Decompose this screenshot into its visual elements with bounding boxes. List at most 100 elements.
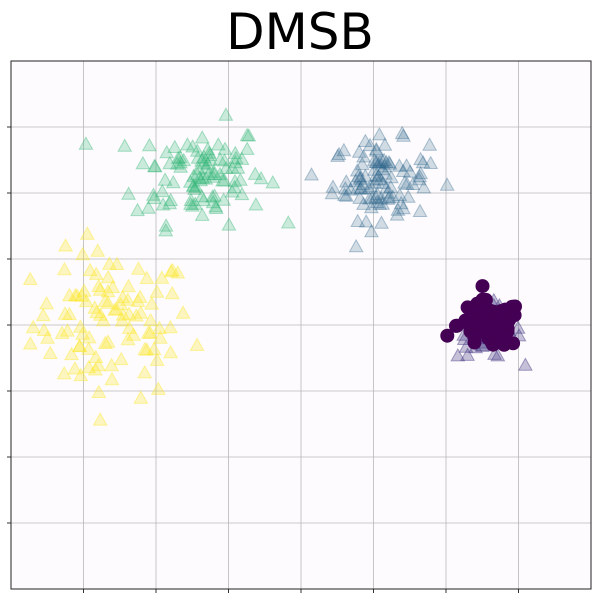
data-point bbox=[117, 138, 133, 152]
data-point bbox=[172, 149, 188, 163]
data-point bbox=[349, 163, 365, 177]
data-point bbox=[368, 167, 384, 182]
data-point bbox=[357, 168, 373, 182]
data-point bbox=[97, 335, 113, 349]
data-point bbox=[415, 154, 431, 169]
data-point bbox=[325, 179, 341, 193]
data-point bbox=[163, 344, 179, 359]
data-point bbox=[185, 139, 201, 153]
data-point bbox=[440, 328, 455, 343]
data-point bbox=[142, 325, 158, 339]
data-point bbox=[200, 141, 216, 156]
data-point bbox=[139, 270, 155, 284]
data-point bbox=[163, 263, 179, 278]
data-point bbox=[265, 174, 281, 189]
data-point bbox=[104, 371, 120, 386]
data-point bbox=[169, 156, 185, 170]
data-point bbox=[150, 381, 166, 395]
data-point bbox=[230, 160, 246, 174]
data-point bbox=[356, 149, 372, 163]
data-point bbox=[201, 145, 217, 159]
data-point bbox=[79, 226, 95, 240]
data-point bbox=[56, 365, 72, 380]
data-point bbox=[76, 283, 92, 297]
data-point bbox=[336, 187, 352, 201]
data-point bbox=[151, 320, 167, 334]
data-point bbox=[196, 155, 212, 169]
data-point bbox=[373, 190, 389, 205]
data-point bbox=[352, 171, 368, 185]
data-point bbox=[366, 162, 382, 176]
data-point bbox=[149, 284, 165, 298]
data-point bbox=[510, 320, 526, 334]
data-point bbox=[241, 128, 257, 142]
data-point bbox=[395, 128, 411, 142]
data-point bbox=[368, 141, 384, 156]
data-point bbox=[158, 222, 174, 237]
data-point bbox=[64, 346, 80, 361]
data-point bbox=[395, 163, 411, 177]
data-point bbox=[378, 180, 394, 194]
data-point bbox=[162, 195, 178, 210]
data-point bbox=[72, 338, 88, 352]
data-point bbox=[227, 145, 243, 160]
data-point bbox=[362, 191, 378, 205]
data-point bbox=[330, 148, 346, 162]
data-point bbox=[506, 336, 521, 351]
data-point bbox=[78, 136, 94, 150]
data-point bbox=[487, 346, 503, 360]
data-point bbox=[145, 187, 161, 201]
data-point bbox=[188, 179, 204, 193]
data-point bbox=[133, 305, 149, 319]
data-point bbox=[95, 312, 111, 327]
data-point bbox=[423, 155, 439, 169]
data-point bbox=[187, 196, 203, 210]
data-point bbox=[88, 266, 104, 280]
data-point bbox=[90, 243, 106, 257]
data-point bbox=[135, 155, 151, 170]
data-point bbox=[224, 160, 240, 174]
data-point bbox=[187, 181, 203, 195]
data-point bbox=[22, 271, 38, 285]
data-point bbox=[35, 307, 51, 322]
data-point bbox=[412, 203, 428, 217]
data-point bbox=[351, 144, 367, 158]
data-point bbox=[350, 180, 366, 194]
data-point bbox=[109, 256, 125, 270]
data-point bbox=[205, 189, 221, 203]
data-point bbox=[216, 172, 232, 187]
data-point bbox=[22, 336, 38, 350]
data-point bbox=[376, 152, 392, 166]
data-point bbox=[383, 169, 399, 184]
data-point bbox=[87, 362, 103, 376]
data-point bbox=[185, 178, 201, 193]
data-point bbox=[338, 174, 354, 188]
data-point bbox=[486, 337, 501, 352]
data-point bbox=[100, 269, 116, 284]
data-point bbox=[67, 287, 83, 302]
data-point bbox=[115, 307, 131, 321]
data-point bbox=[61, 287, 77, 302]
data-point bbox=[416, 179, 432, 194]
data-point bbox=[202, 152, 218, 166]
data-point bbox=[362, 137, 378, 152]
data-point bbox=[121, 320, 137, 334]
data-point bbox=[146, 158, 162, 173]
data-point bbox=[353, 181, 369, 195]
data-point bbox=[189, 337, 205, 351]
data-point bbox=[154, 183, 170, 198]
data-point bbox=[352, 190, 368, 204]
data-point bbox=[130, 202, 146, 217]
data-point bbox=[227, 173, 243, 188]
data-point bbox=[100, 334, 116, 348]
data-point bbox=[120, 278, 136, 293]
axes-frame bbox=[10, 60, 592, 590]
data-point bbox=[158, 218, 174, 232]
data-point bbox=[194, 130, 210, 144]
data-point bbox=[336, 142, 352, 157]
data-point bbox=[82, 262, 98, 277]
data-point bbox=[59, 323, 75, 337]
series-2 bbox=[304, 125, 455, 253]
data-point bbox=[517, 357, 533, 371]
data-point bbox=[89, 304, 105, 319]
